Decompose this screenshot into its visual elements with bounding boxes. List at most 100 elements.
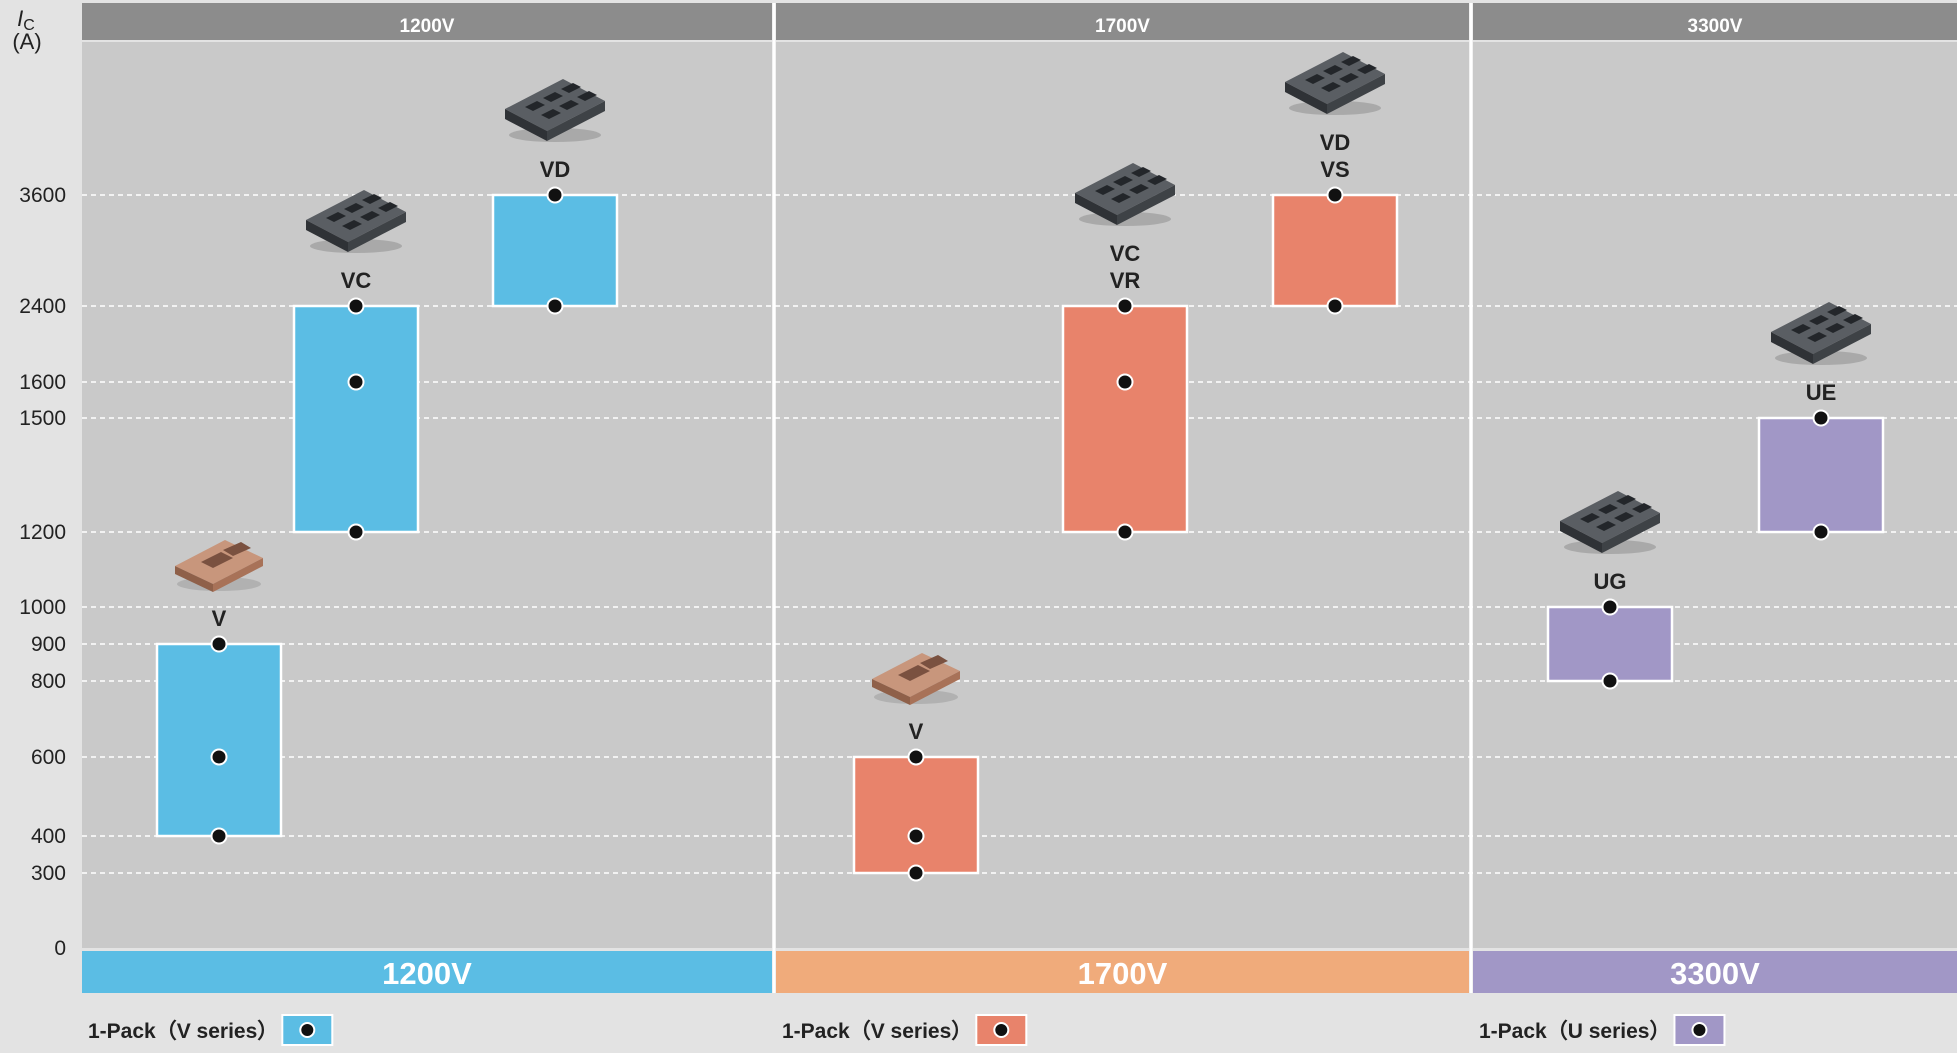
module-terminal xyxy=(1129,184,1149,194)
module-side-left xyxy=(306,220,348,252)
rating-point-300 xyxy=(907,864,925,882)
bar-0-0 xyxy=(155,642,283,838)
group-footer-label-2: 3300V xyxy=(1670,956,1760,991)
igbt-module-dark-icon xyxy=(1075,163,1175,226)
module-terminal xyxy=(342,220,362,230)
module-top xyxy=(1285,52,1385,104)
bar-label-VD: VD xyxy=(1320,130,1351,155)
bar-label-VC: VC xyxy=(341,268,372,293)
rating-point-400 xyxy=(210,827,228,845)
module-terminal xyxy=(1791,324,1811,334)
bar-2-0 xyxy=(1546,605,1674,683)
y-tick-label-300: 300 xyxy=(31,862,66,885)
rating-point-2400 xyxy=(1326,297,1344,315)
rating-point-2400 xyxy=(1116,297,1134,315)
module-top xyxy=(306,190,406,242)
module-terminal xyxy=(1341,56,1361,66)
module-terminal xyxy=(1614,512,1634,522)
legend-point-1 xyxy=(993,1022,1010,1038)
rating-point-1500 xyxy=(1812,409,1830,427)
module-terminal xyxy=(360,211,380,221)
module-terminal xyxy=(1323,65,1343,75)
y-tick-label-800: 800 xyxy=(31,670,66,693)
rating-point-600 xyxy=(210,748,228,766)
igbt-module-dark-icon xyxy=(306,190,406,253)
module-terminal xyxy=(1339,73,1359,83)
group-header-label-2: 3300V xyxy=(1688,16,1743,37)
module-terminal xyxy=(525,101,545,111)
bar-label-VR: VR xyxy=(1110,268,1141,293)
module-terminal xyxy=(1807,332,1827,342)
module-terminal xyxy=(223,542,251,556)
module-terminal xyxy=(344,203,364,213)
module-terminal xyxy=(1827,306,1847,316)
legend-label-0: 1-Pack（V series） xyxy=(88,1019,278,1043)
rating-point-3600 xyxy=(1326,186,1344,204)
group-footer-label-1: 1700V xyxy=(1078,956,1168,991)
rating-point-900 xyxy=(210,635,228,653)
module-side-right xyxy=(1602,513,1660,553)
igbt-module-dark-icon xyxy=(1285,52,1385,115)
module-side-right xyxy=(1117,185,1175,225)
rating-point-1600 xyxy=(1116,373,1134,391)
module-side-right xyxy=(348,212,406,252)
group-footer-1 xyxy=(776,951,1469,993)
rating-point-400 xyxy=(907,827,925,845)
module-terminal xyxy=(1113,176,1133,186)
bar-1-1 xyxy=(1061,304,1189,534)
rating-point-2400 xyxy=(546,297,564,315)
module-terminal xyxy=(378,202,398,212)
legend-label-1: 1-Pack（V series） xyxy=(782,1019,972,1043)
module-side-right xyxy=(213,558,263,592)
module-top xyxy=(505,79,605,131)
module-terminal xyxy=(1843,314,1863,324)
rating-point-600 xyxy=(907,748,925,766)
module-terminal xyxy=(898,665,930,681)
module-terminal xyxy=(362,194,382,204)
igbt-module-dark-icon xyxy=(1560,491,1660,554)
bar-label-VS: VS xyxy=(1320,157,1349,182)
y-axis-subscript: C xyxy=(23,17,35,34)
y-tick-label-1500: 1500 xyxy=(19,407,66,430)
module-top xyxy=(1075,163,1175,215)
y-tick-label-2400: 2400 xyxy=(19,295,66,318)
bar-1-2 xyxy=(1271,193,1399,308)
module-terminal xyxy=(1305,74,1325,84)
group-panel-2 xyxy=(1473,42,1957,948)
module-terminal xyxy=(1596,521,1616,531)
group-footer-0 xyxy=(82,951,772,993)
module-terminal xyxy=(1111,193,1131,203)
group-header-0 xyxy=(82,3,772,40)
legend-label-2: 1-Pack（U series） xyxy=(1479,1019,1670,1043)
igbt-module-dark-icon xyxy=(1771,302,1871,365)
group-header-label-1: 1700V xyxy=(1095,16,1150,37)
group-footer-label-0: 1200V xyxy=(382,956,472,991)
bar-2-1 xyxy=(1757,416,1885,534)
module-top xyxy=(1771,302,1871,354)
module-terminal xyxy=(559,100,579,110)
module-terminal xyxy=(326,212,346,222)
y-tick-label-3600: 3600 xyxy=(19,184,66,207)
module-side-right xyxy=(1813,324,1871,364)
module-terminal xyxy=(1147,175,1167,185)
module-terminal xyxy=(543,92,563,102)
module-side-left xyxy=(872,679,910,705)
module-terminal xyxy=(1357,64,1377,74)
y-axis-symbol: I xyxy=(17,6,23,31)
y-axis-unit: (A) xyxy=(12,29,41,54)
module-terminal xyxy=(1825,323,1845,333)
module-terminal xyxy=(1809,315,1829,325)
module-terminal xyxy=(1095,185,1115,195)
rating-point-1600 xyxy=(347,373,365,391)
group-header-2 xyxy=(1473,3,1957,40)
igbt-module-dark-icon xyxy=(505,79,605,142)
y-tick-label-400: 400 xyxy=(31,825,66,848)
module-side-right xyxy=(1327,74,1385,114)
rating-point-3600 xyxy=(546,186,564,204)
module-terminal xyxy=(577,91,597,101)
y-tick-label-0: 0 xyxy=(54,937,66,960)
legend-point-0 xyxy=(299,1022,316,1038)
group-header-label-0: 1200V xyxy=(400,16,455,37)
